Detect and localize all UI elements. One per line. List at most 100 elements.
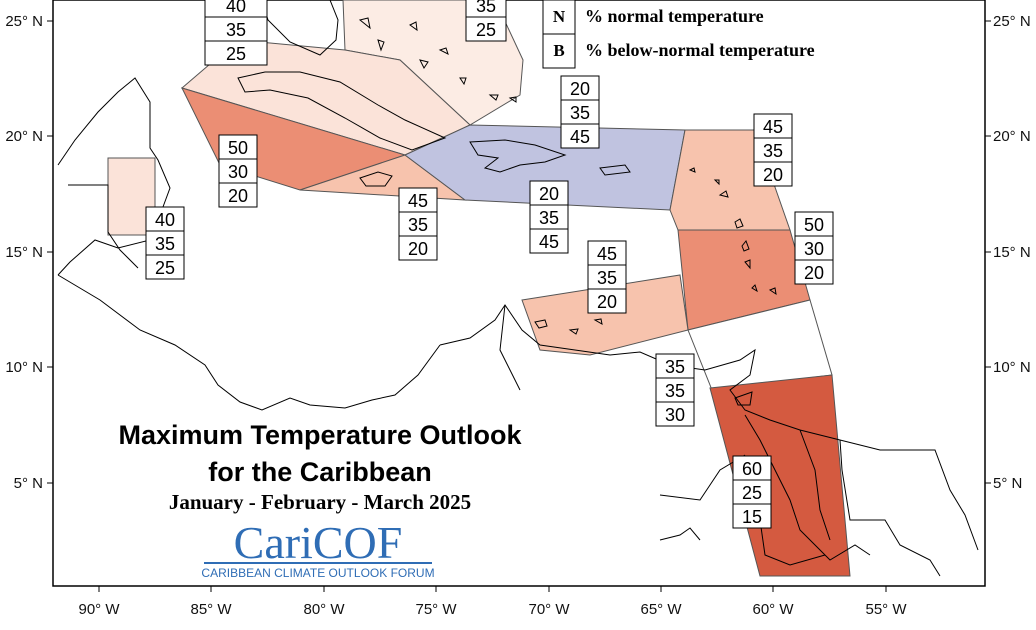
prob-above: 45	[763, 117, 783, 137]
central-america-south-coast	[57, 274, 441, 411]
prob-below: 20	[763, 165, 783, 185]
prob-below: 45	[570, 127, 590, 147]
outlook-regions	[107, 0, 851, 577]
logo-wordmark: CariCOF	[234, 517, 403, 568]
lat-label: 25° N	[993, 13, 1031, 30]
legend-code-box	[542, 33, 576, 69]
prob-box-abc-islands: 45 35 20	[587, 240, 627, 314]
lon-label: 90° W	[78, 601, 120, 618]
legend-label-below: % below-normal temperature	[585, 40, 815, 60]
central-america-coast	[57, 77, 171, 276]
lon-label: 85° W	[190, 601, 232, 618]
lat-label: 5° N	[14, 475, 43, 492]
prob-box-windwards: 50 30 20	[794, 211, 834, 285]
lat-label: 15° N	[5, 244, 43, 261]
south-america-lower	[659, 527, 701, 541]
probability-boxes: 40 35 25 35 25 50 30 20 40 35 25	[145, 0, 834, 529]
prob-below: 15	[742, 507, 762, 527]
prob-box-cuba: 50 30 20	[218, 134, 258, 208]
prob-box-hispaniola-north: 20 35 45	[560, 75, 600, 149]
prob-normal: 35	[476, 0, 496, 16]
logo-subtitle: CARIBBEAN CLIMATE OUTLOOK FORUM	[201, 566, 434, 580]
legend-code-normal: N	[553, 7, 566, 26]
prob-box-northern-leewards: 45 35 20	[753, 113, 793, 187]
prob-below: 20	[804, 263, 824, 283]
prob-box-bahamas: 35 25	[465, 0, 507, 42]
prob-normal: 35	[539, 208, 559, 228]
legend-code-box	[542, 0, 576, 35]
prob-normal: 35	[597, 268, 617, 288]
trinidad-coast	[734, 391, 753, 406]
map-title-line1: Maximum Temperature Outlook	[118, 420, 522, 450]
legend: N % normal temperature B % below-normal …	[542, 0, 815, 69]
prob-normal: 35	[665, 381, 685, 401]
prob-above: 45	[408, 191, 428, 211]
forecast-period: January - February - March 2025	[169, 490, 471, 514]
prob-above: 40	[226, 0, 246, 16]
bahamas-islands	[358, 17, 517, 103]
lon-label: 55° W	[865, 601, 907, 618]
prob-below: 30	[665, 405, 685, 425]
caricof-logo: CariCOF CARIBBEAN CLIMATE OUTLOOK FORUM	[201, 517, 434, 580]
lon-label: 75° W	[415, 601, 457, 618]
cuba-coast	[237, 71, 447, 151]
prob-below: 20	[228, 186, 248, 206]
prob-box-gulf-florida: 40 35 25	[204, 0, 268, 66]
prob-below: 45	[539, 232, 559, 252]
prob-normal: 35	[570, 103, 590, 123]
lon-label: 60° W	[752, 601, 794, 618]
prob-normal: 35	[763, 141, 783, 161]
puerto-rico-coast	[599, 164, 631, 176]
prob-above: 20	[570, 79, 590, 99]
prob-box-guianas: 60 25 15	[732, 455, 772, 529]
south-america-inland	[499, 304, 521, 391]
lon-label: 70° W	[528, 601, 570, 618]
coastlines	[57, 0, 979, 577]
lon-label: 80° W	[303, 601, 345, 618]
prob-normal: 35	[155, 234, 175, 254]
prob-above: 50	[804, 215, 824, 235]
map-title-line2: for the Caribbean	[208, 457, 432, 487]
prob-below: 25	[476, 20, 496, 40]
jamaica-coast	[359, 171, 393, 187]
legend-label-normal: % normal temperature	[585, 6, 764, 26]
prob-below: 25	[226, 44, 246, 64]
latitude-labels-left: 25° N 20° N 15° N 10° N 5° N	[5, 13, 53, 492]
prob-above: 45	[597, 244, 617, 264]
abc-islands-shapes	[534, 318, 603, 335]
mexico-inlet	[68, 184, 139, 269]
prob-below: 25	[155, 258, 175, 278]
prob-normal: 30	[804, 239, 824, 259]
lat-label: 20° N	[993, 128, 1031, 145]
prob-below: 20	[597, 292, 617, 312]
south-america-coast	[439, 304, 979, 551]
prob-above: 35	[665, 357, 685, 377]
hispaniola-coast	[469, 139, 567, 173]
lat-label: 5° N	[993, 475, 1022, 492]
longitude-labels: 90° W 85° W 80° W 75° W 70° W 65° W 60° …	[78, 586, 907, 618]
prob-box-trinidad-tobago: 35 35 30	[655, 353, 695, 427]
lesser-antilles	[688, 167, 777, 296]
legend-code-below: B	[553, 41, 564, 60]
prob-box-belize: 40 35 25	[145, 206, 185, 280]
florida-coast	[261, 0, 339, 56]
prob-box-jamaica: 45 35 20	[398, 187, 438, 261]
prob-normal: 30	[228, 162, 248, 182]
prob-above: 40	[155, 210, 175, 230]
lat-label: 10° N	[993, 359, 1031, 376]
lat-label: 15° N	[993, 244, 1031, 261]
lat-label: 20° N	[5, 128, 43, 145]
lon-label: 65° W	[640, 601, 682, 618]
guianas-borders	[744, 414, 941, 577]
prob-normal: 25	[742, 483, 762, 503]
prob-above: 50	[228, 138, 248, 158]
prob-above: 20	[539, 184, 559, 204]
prob-normal: 35	[226, 20, 246, 40]
prob-below: 20	[408, 239, 428, 259]
lat-label: 25° N	[5, 13, 43, 30]
region-abc-islands	[521, 274, 689, 356]
prob-normal: 35	[408, 215, 428, 235]
title-block: Maximum Temperature Outlook for the Cari…	[118, 420, 522, 514]
latitude-labels-right: 25° N 20° N 15° N 10° N 5° N	[985, 13, 1031, 492]
